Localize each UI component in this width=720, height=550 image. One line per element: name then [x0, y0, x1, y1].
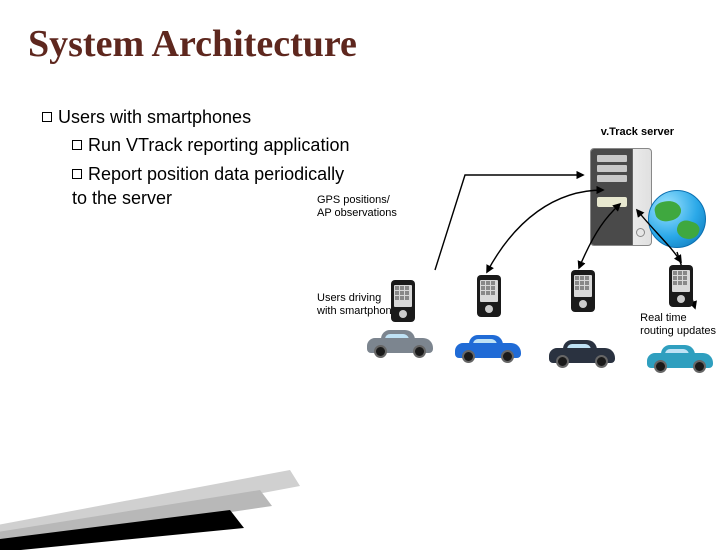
server-icon — [590, 148, 652, 246]
architecture-diagram: v.Track server GPS positions/ AP observa… — [375, 120, 710, 400]
bullet-marker-icon — [72, 169, 82, 179]
bullet-level1: Users with smartphones — [42, 105, 352, 129]
car-icon — [367, 330, 433, 358]
bullet-level2-b: Report position data periodically to the… — [72, 162, 352, 211]
smartphone-icon — [571, 270, 595, 312]
page-title: System Architecture — [28, 22, 357, 66]
smartphone-icon — [669, 265, 693, 307]
bullet-level2-a: Run VTrack reporting application — [72, 133, 352, 157]
label-server: v.Track server — [601, 126, 674, 139]
globe-icon — [648, 190, 706, 248]
accent-wedges-icon — [0, 440, 320, 550]
car-icon — [549, 340, 615, 368]
bullet-text: Users with smartphones — [58, 107, 251, 127]
bullet-marker-icon — [42, 112, 52, 122]
car-icon — [455, 335, 521, 363]
bullet-text: Run VTrack reporting application — [88, 135, 349, 155]
smartphone-icon — [391, 280, 415, 322]
bullet-marker-icon — [72, 140, 82, 150]
label-routing: Real time routing updates — [640, 312, 716, 337]
label-gps: GPS positions/ AP observations — [317, 194, 397, 219]
smartphone-icon — [477, 275, 501, 317]
bullet-list: Users with smartphones Run VTrack report… — [42, 105, 352, 214]
bullet-text: Report position data periodically to the… — [72, 164, 344, 208]
car-icon — [647, 345, 713, 373]
